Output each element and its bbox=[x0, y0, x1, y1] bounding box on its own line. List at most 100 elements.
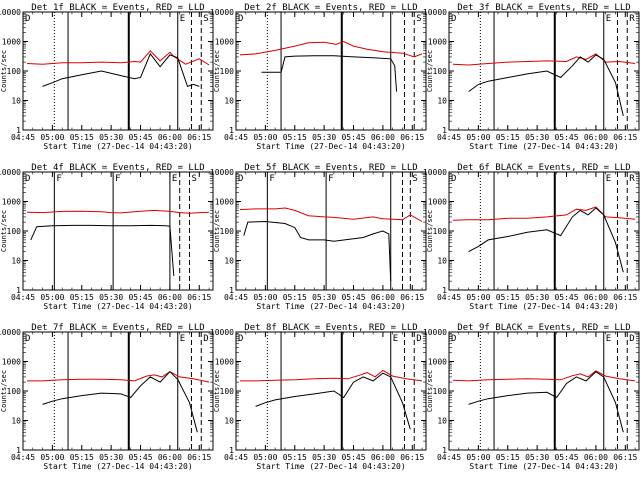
event-marker-label: F bbox=[328, 174, 333, 184]
x-tick-label: 06:00 bbox=[158, 453, 182, 462]
x-tick-label: 05:30 bbox=[525, 133, 549, 142]
series-events-line bbox=[42, 370, 198, 433]
x-tick-label: 04:45 bbox=[437, 133, 461, 142]
series-events-line bbox=[468, 54, 624, 117]
y-tick-label: 1 bbox=[229, 446, 234, 455]
x-tick-label: 05:15 bbox=[496, 133, 520, 142]
event-marker-label: F bbox=[56, 174, 61, 184]
chart-title: Det 8f BLACK = Events, RED = LLD bbox=[244, 323, 417, 333]
event-marker-label: D bbox=[416, 334, 421, 344]
plot-frame bbox=[22, 331, 214, 451]
chart-title: Det 7f BLACK = Events, RED = LLD bbox=[31, 323, 204, 333]
y-tick-label: 1000 bbox=[215, 198, 234, 207]
x-tick-label: 06:00 bbox=[158, 293, 182, 302]
event-marker-label: S bbox=[416, 14, 421, 24]
x-tick-label: 05:45 bbox=[554, 293, 578, 302]
x-tick-label: 05:15 bbox=[496, 453, 520, 462]
y-tick-label: 10000 bbox=[423, 328, 447, 337]
x-tick-label: 05:00 bbox=[466, 293, 490, 302]
series-lld-line bbox=[26, 50, 210, 66]
plot-frame bbox=[235, 11, 427, 131]
x-tick-label: 05:45 bbox=[341, 453, 365, 462]
x-tick-label: 06:15 bbox=[613, 453, 637, 462]
y-tick-label: 10 bbox=[437, 257, 447, 266]
chart-panel-7: Det 7f BLACK = Events, RED = LLD 1 10 100 10… bbox=[0, 323, 214, 471]
series-lld-line bbox=[26, 371, 210, 383]
x-tick-label: 06:00 bbox=[584, 133, 608, 142]
y-tick-label: 10000 bbox=[0, 168, 21, 177]
x-tick-label: 05:00 bbox=[466, 133, 490, 142]
x-tick-label: 05:00 bbox=[40, 293, 64, 302]
y-tick-label: 10 bbox=[11, 97, 21, 106]
x-tick-label: 05:00 bbox=[253, 133, 277, 142]
event-marker-label: S bbox=[412, 174, 417, 184]
y-tick-label: 1000 bbox=[428, 38, 447, 47]
y-axis-label: Counts/sec bbox=[0, 210, 8, 252]
x-axis-label: Start Time (27-Dec-14 04:43:20) bbox=[43, 142, 192, 151]
y-tick-label: 1000 bbox=[428, 358, 447, 367]
x-tick-label: 05:15 bbox=[70, 293, 94, 302]
y-tick-label: 100 bbox=[7, 387, 22, 396]
x-tick-label: 05:30 bbox=[312, 133, 336, 142]
x-axis-label: Start Time (27-Dec-14 04:43:20) bbox=[43, 302, 192, 311]
series-events-line bbox=[243, 220, 392, 282]
plot-frame bbox=[448, 171, 640, 291]
series-lld-line bbox=[26, 209, 210, 214]
x-tick-label: 06:15 bbox=[400, 453, 424, 462]
x-tick-label: 04:45 bbox=[224, 453, 248, 462]
y-axis-label: Counts/sec bbox=[0, 50, 8, 92]
series-events-line bbox=[42, 52, 200, 88]
y-tick-label: 1000 bbox=[2, 38, 21, 47]
x-tick-label: 06:15 bbox=[187, 453, 211, 462]
chart-panel-6: Det 6f BLACK = Events, RED = LLD 1 10 100 10… bbox=[423, 163, 640, 311]
event-marker-label: D bbox=[238, 334, 243, 344]
x-tick-label: 05:45 bbox=[128, 293, 152, 302]
x-tick-label: 05:15 bbox=[70, 453, 94, 462]
event-marker-label: R bbox=[629, 174, 635, 184]
event-marker-label: D bbox=[238, 14, 243, 24]
x-tick-label: 05:45 bbox=[128, 453, 152, 462]
x-tick-label: 05:00 bbox=[40, 133, 64, 142]
x-tick-label: 05:30 bbox=[99, 133, 123, 142]
series-events-line bbox=[468, 207, 624, 273]
event-marker-label: R bbox=[629, 14, 635, 24]
y-tick-label: 100 bbox=[433, 387, 448, 396]
chart-panel-2: Det 2f BLACK = Events, RED = LLD 1 10 100 10… bbox=[210, 3, 427, 151]
event-marker-label: E bbox=[606, 174, 611, 184]
event-marker-label: F bbox=[269, 174, 274, 184]
chart-title: Det 5f BLACK = Events, RED = LLD bbox=[244, 163, 417, 173]
chart-title: Det 4f BLACK = Events, RED = LLD bbox=[31, 163, 204, 173]
y-tick-label: 10 bbox=[224, 417, 234, 426]
event-marker-label: E bbox=[180, 334, 185, 344]
x-tick-label: 06:15 bbox=[400, 293, 424, 302]
y-tick-label: 100 bbox=[433, 227, 448, 236]
y-tick-label: 100 bbox=[220, 387, 235, 396]
y-tick-label: 10 bbox=[11, 417, 21, 426]
x-tick-label: 05:15 bbox=[283, 293, 307, 302]
x-tick-label: 04:45 bbox=[11, 453, 35, 462]
chart-title: Det 3f BLACK = Events, RED = LLD bbox=[457, 3, 630, 13]
event-marker-label: D bbox=[203, 334, 208, 344]
x-tick-label: 05:30 bbox=[99, 293, 123, 302]
x-tick-label: 05:30 bbox=[99, 453, 123, 462]
x-axis-label: Start Time (27-Dec-14 04:43:20) bbox=[469, 462, 618, 471]
chart-title: Det 2f BLACK = Events, RED = LLD bbox=[244, 3, 417, 13]
x-tick-label: 05:15 bbox=[283, 133, 307, 142]
chart-panel-1: Det 1f BLACK = Events, RED = LLD 1 10 100 10… bbox=[0, 3, 214, 151]
x-axis-label: Start Time (27-Dec-14 04:43:20) bbox=[256, 302, 405, 311]
x-axis-label: Start Time (27-Dec-14 04:43:20) bbox=[43, 462, 192, 471]
y-tick-label: 10000 bbox=[210, 8, 234, 17]
x-tick-label: 04:45 bbox=[224, 293, 248, 302]
x-tick-label: 04:45 bbox=[437, 453, 461, 462]
x-tick-label: 06:15 bbox=[613, 133, 637, 142]
plot-frame bbox=[235, 331, 427, 451]
event-marker-label: S bbox=[203, 14, 208, 24]
y-axis-label: Counts/sec bbox=[426, 370, 434, 412]
event-marker-label: E bbox=[606, 334, 611, 344]
y-tick-label: 1 bbox=[229, 286, 234, 295]
chart-title: Det 9f BLACK = Events, RED = LLD bbox=[457, 323, 630, 333]
y-tick-label: 1000 bbox=[2, 358, 21, 367]
event-marker-label: D bbox=[25, 334, 30, 344]
plot-frame bbox=[22, 171, 214, 291]
y-tick-label: 10 bbox=[437, 417, 447, 426]
